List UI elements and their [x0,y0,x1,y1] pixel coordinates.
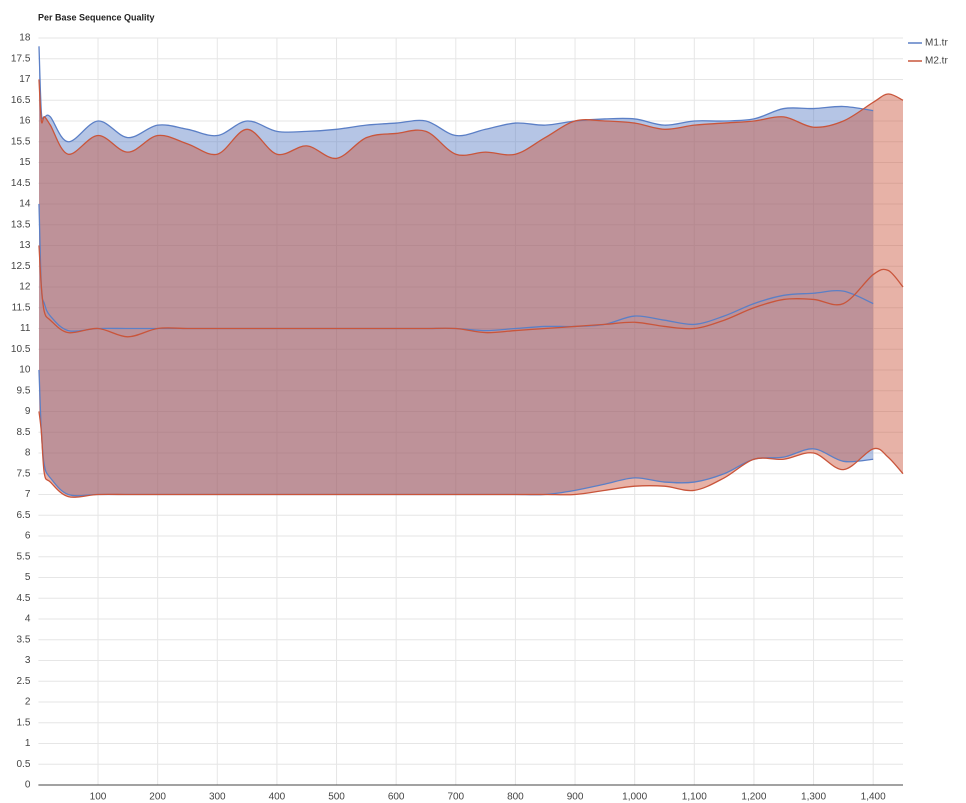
x-tick-label: 100 [90,792,107,803]
y-tick-label: 6.5 [16,510,30,521]
x-tick-label: 900 [567,792,584,803]
legend-label: M1.tr [925,38,948,49]
y-tick-label: 7.5 [16,468,30,479]
x-tick-label: 800 [507,792,524,803]
x-tick-label: 1,300 [801,792,826,803]
y-tick-label: 0 [25,780,31,791]
y-tick-label: 14 [19,199,31,210]
y-tick-label: 16.5 [11,95,31,106]
y-tick-label: 11.5 [12,302,31,313]
y-tick-label: 1 [25,738,31,749]
y-tick-label: 4 [25,614,31,625]
band-area [38,79,903,498]
y-tick-label: 2.5 [16,676,30,687]
y-tick-label: 10.5 [11,344,31,355]
y-tick-label: 17 [19,74,31,85]
y-tick-label: 7 [25,489,31,500]
legend-label: M2.tr [925,56,948,67]
x-tick-label: 600 [388,792,405,803]
y-tick-label: 11 [20,323,31,334]
series-line [38,79,904,160]
x-tick-label: 300 [209,792,226,803]
y-tick-label: 3 [25,655,31,666]
series-line [38,46,874,143]
y-tick-label: 3.5 [16,634,30,645]
y-tick-label: 0.5 [16,759,30,770]
y-tick-label: 15 [19,157,31,168]
y-tick-label: 1.5 [16,717,30,728]
band-area [38,46,874,496]
series-line [38,245,904,338]
y-tick-label: 13 [19,240,31,251]
y-tick-label: 18 [19,33,31,44]
x-tick-label: 700 [447,792,464,803]
y-tick-label: 16 [19,116,31,127]
x-tick-label: 500 [328,792,345,803]
y-tick-label: 17.5 [11,53,31,64]
y-tick-label: 5 [25,572,31,583]
x-tick-label: 1,000 [622,792,647,803]
y-tick-label: 5.5 [16,551,30,562]
y-tick-label: 9 [25,406,31,417]
x-tick-label: 1,400 [861,792,886,803]
y-tick-label: 12.5 [11,261,31,272]
y-tick-label: 14.5 [11,178,31,189]
y-tick-label: 8.5 [16,427,30,438]
y-tick-label: 15.5 [11,136,31,147]
y-tick-label: 10 [19,365,31,376]
y-tick-label: 9.5 [16,385,30,396]
x-tick-label: 1,100 [682,792,707,803]
y-tick-label: 4.5 [16,593,30,604]
y-tick-label: 13.5 [11,219,31,230]
series-line [38,411,904,498]
x-tick-label: 200 [149,792,166,803]
x-tick-label: 400 [269,792,286,803]
x-tick-label: 1,200 [741,792,766,803]
chart-title: Per Base Sequence Quality [38,12,155,22]
y-tick-label: 12 [19,282,31,293]
y-tick-label: 8 [25,448,31,459]
y-tick-label: 6 [25,531,31,542]
y-tick-label: 2 [25,697,31,708]
